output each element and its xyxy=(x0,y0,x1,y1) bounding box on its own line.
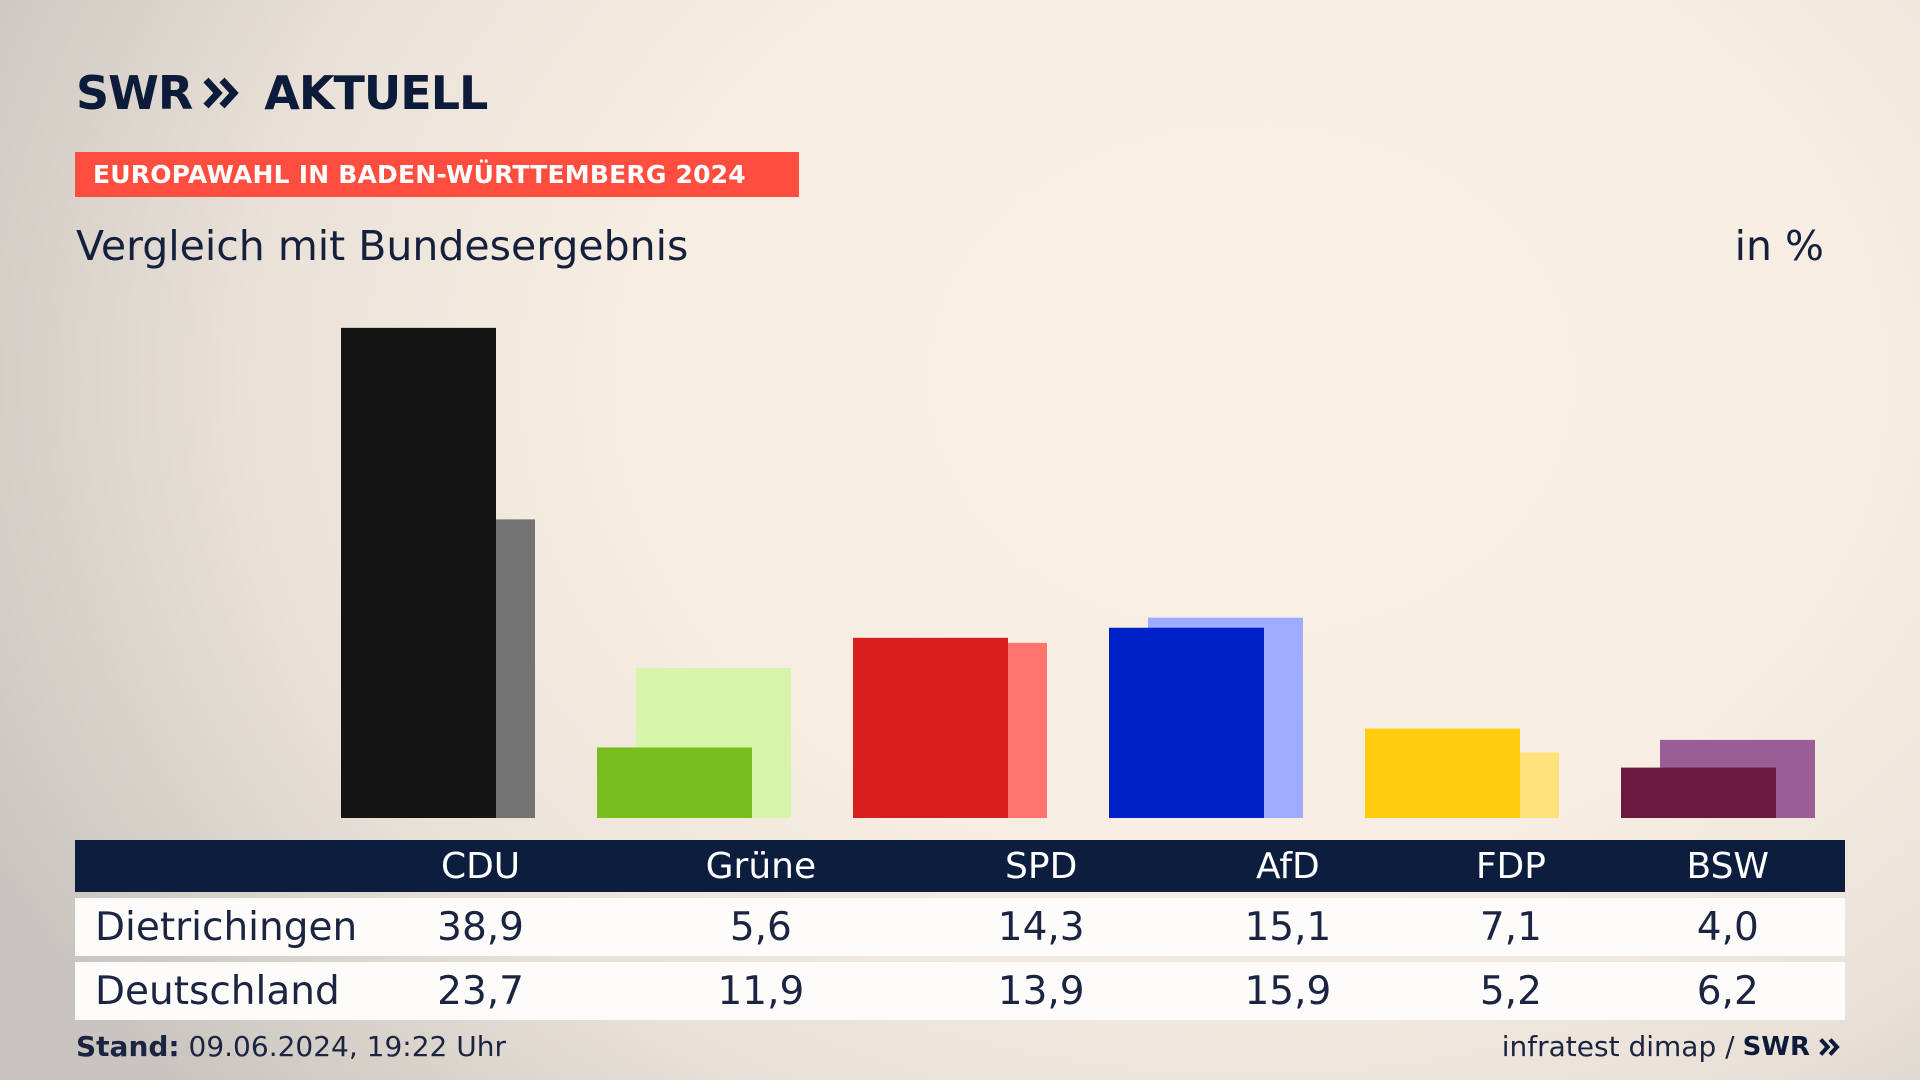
results-table: CDU Grüne SPD AfD FDP BSW Dietrichingen 38,9 5… xyxy=(75,834,1845,1026)
bar-chart xyxy=(341,327,1815,818)
value-cell: 14,3 xyxy=(917,898,1165,956)
value-cell: 4,0 xyxy=(1610,898,1845,956)
chart-subtitle: Vergleich mit Bundesergebnis xyxy=(76,222,689,270)
party-header-row: CDU Grüne SPD AfD FDP BSW xyxy=(75,840,1845,892)
value-cell: 23,7 xyxy=(357,962,604,1020)
party-label: BSW xyxy=(1610,840,1845,892)
logo-swr-text: SWR xyxy=(76,66,193,120)
stand-label: Stand: xyxy=(76,1030,180,1063)
value-cell: 11,9 xyxy=(603,962,918,1020)
value-cell: 38,9 xyxy=(357,898,604,956)
stand-value: 09.06.2024, 19:22 Uhr xyxy=(188,1030,506,1063)
swr-aktuell-logo: SWR AKTUELL xyxy=(76,66,488,120)
party-label: CDU xyxy=(357,840,604,892)
bar-local-afd xyxy=(1109,627,1264,818)
value-cell: 5,6 xyxy=(603,898,918,956)
party-label: Grüne xyxy=(603,840,918,892)
source-logo-text: SWR xyxy=(1742,1031,1810,1062)
source-text: infratest dimap / xyxy=(1501,1030,1735,1063)
row-label: Dietrichingen xyxy=(75,898,358,956)
value-cell: 6,2 xyxy=(1610,962,1845,1020)
table-row: Dietrichingen 38,9 5,6 14,3 15,1 7,1 4,0 xyxy=(75,898,1845,956)
source-logo-arrows-icon xyxy=(1819,1037,1840,1056)
bar-local-spd xyxy=(853,637,1008,818)
value-cell: 7,1 xyxy=(1411,898,1611,956)
party-label: SPD xyxy=(917,840,1165,892)
election-badge: EUROPAWAHL IN BADEN-WÜRTTEMBERG 2024 xyxy=(75,152,799,197)
bar-local-cdu xyxy=(341,327,496,818)
bar-local-gruene xyxy=(597,747,752,818)
bar-local-fdp xyxy=(1365,728,1520,818)
logo-arrows-icon xyxy=(203,77,240,109)
logo-aktuell-text: AKTUELL xyxy=(264,66,488,120)
bar-local-bsw xyxy=(1621,767,1776,818)
timestamp: Stand: 09.06.2024, 19:22 Uhr xyxy=(76,1030,506,1063)
table-row: Deutschland 23,7 11,9 13,9 15,9 5,2 6,2 xyxy=(75,962,1845,1020)
row-label: Deutschland xyxy=(75,962,358,1020)
source-credit: infratest dimap / SWR xyxy=(1502,1030,1842,1063)
header-spacer xyxy=(75,840,358,892)
value-cell: 13,9 xyxy=(917,962,1165,1020)
value-cell: 15,9 xyxy=(1164,962,1412,1020)
value-cell: 15,1 xyxy=(1164,898,1412,956)
value-cell: 5,2 xyxy=(1411,962,1611,1020)
party-label: AfD xyxy=(1164,840,1412,892)
party-label: FDP xyxy=(1411,840,1611,892)
unit-label: in % xyxy=(1734,222,1824,270)
